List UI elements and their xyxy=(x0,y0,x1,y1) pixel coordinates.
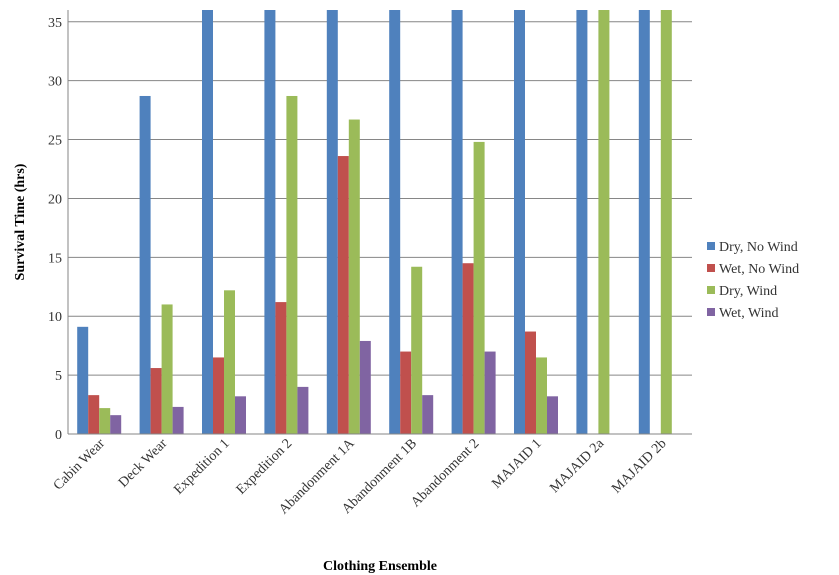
bar xyxy=(451,10,463,434)
bar xyxy=(638,10,650,434)
legend-label: Dry, Wind xyxy=(719,284,777,299)
bar xyxy=(473,141,485,434)
y-tick-label: 25 xyxy=(48,134,62,149)
y-tick-label: 5 xyxy=(55,369,62,384)
x-axis-title: Clothing Ensemble xyxy=(323,559,437,574)
legend-label: Dry, No Wind xyxy=(719,240,798,255)
bar xyxy=(224,290,235,434)
x-tick-label: Cabin Wear xyxy=(51,436,108,493)
bar xyxy=(88,395,100,434)
bar xyxy=(576,10,588,434)
bar xyxy=(359,340,371,434)
bar xyxy=(462,263,474,434)
bar xyxy=(598,10,610,434)
bar xyxy=(77,326,89,434)
y-tick-label: 30 xyxy=(48,75,62,90)
y-axis-title: Survival Time (hrs) xyxy=(13,163,28,280)
legend-swatch xyxy=(707,264,715,272)
bar xyxy=(660,10,672,434)
bar xyxy=(326,10,338,434)
y-tick-label: 20 xyxy=(48,192,62,207)
x-tick-label: Expedition 2 xyxy=(234,436,295,497)
bar xyxy=(297,386,309,434)
legend-swatch xyxy=(707,286,715,294)
bar xyxy=(275,302,287,434)
legend-swatch xyxy=(707,308,715,316)
bar xyxy=(172,406,184,434)
x-tick-label: MAJAID 2a xyxy=(547,436,607,496)
legend-swatch xyxy=(707,242,715,250)
x-tick-labels: Cabin Wear Deck Wear Expedition 1 Expeditio… xyxy=(51,436,670,518)
y-tick-labels: 0 5 10 15 20 25 30 35 xyxy=(48,16,62,443)
bars xyxy=(77,10,672,435)
axes xyxy=(67,10,692,435)
x-tick-label: Expedition 1 xyxy=(171,436,232,497)
bar xyxy=(161,304,173,434)
bar xyxy=(348,119,360,435)
bar xyxy=(422,395,434,434)
bar xyxy=(400,351,412,434)
y-tick-label: 15 xyxy=(48,251,62,266)
bar xyxy=(202,10,213,434)
bar xyxy=(525,331,536,434)
bar xyxy=(286,95,298,434)
bar xyxy=(264,10,276,434)
bar xyxy=(547,396,558,434)
bar xyxy=(411,266,423,434)
bar xyxy=(110,415,122,434)
bar xyxy=(536,357,547,434)
x-tick-label: Deck Wear xyxy=(116,436,171,491)
bar xyxy=(235,396,246,434)
bar xyxy=(484,351,496,434)
legend-label: Wet, Wind xyxy=(719,306,779,321)
y-tick-label: 35 xyxy=(48,16,62,31)
bar xyxy=(213,357,224,434)
bar xyxy=(150,368,162,434)
bar xyxy=(139,95,151,434)
y-tick-label: 0 xyxy=(55,428,62,443)
bar xyxy=(337,156,349,435)
y-tick-label: 10 xyxy=(48,310,62,325)
bar xyxy=(389,10,401,434)
x-tick-label: MAJAID 2b xyxy=(609,436,669,496)
bar xyxy=(99,408,111,434)
bar xyxy=(514,10,525,434)
legend: Dry, No Wind Wet, No Wind Dry, Wind Wet, Wi… xyxy=(707,240,799,321)
legend-label: Wet, No Wind xyxy=(719,262,799,277)
x-tick-label: MAJAID 1 xyxy=(489,436,544,491)
